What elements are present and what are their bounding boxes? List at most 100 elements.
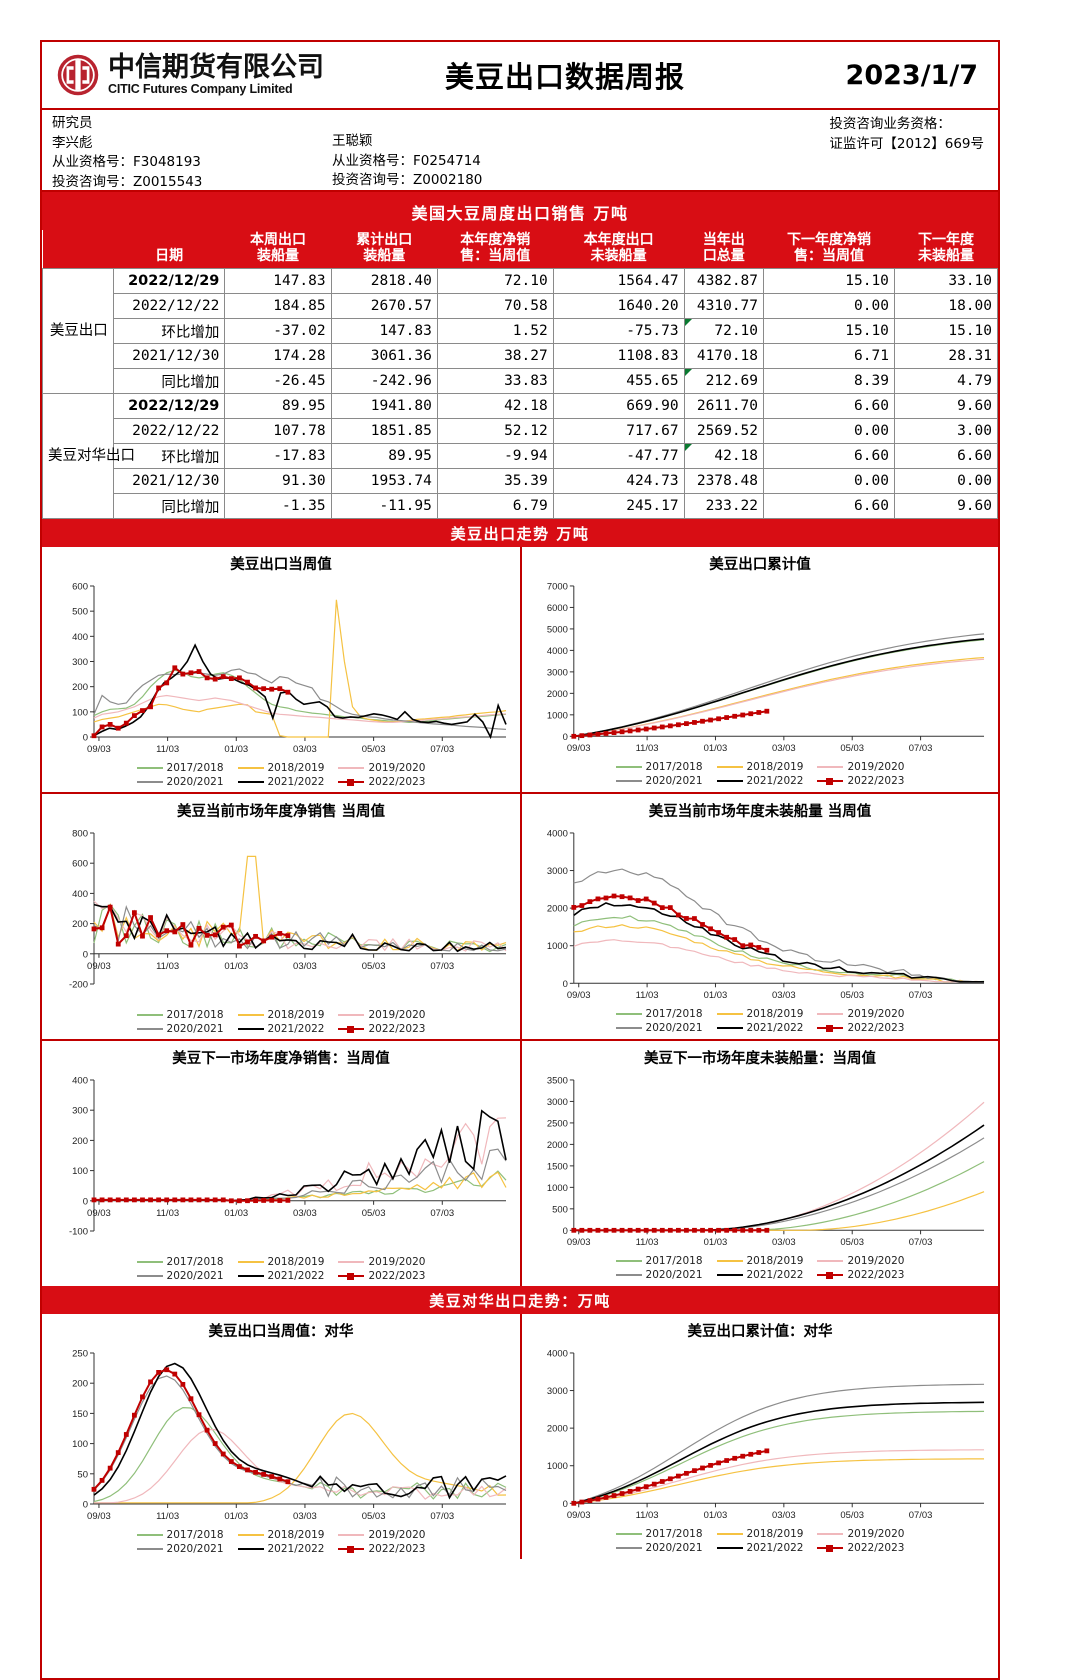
table-cell: 0.00 <box>893 468 999 495</box>
legend-label: 2017/2018 <box>645 1008 703 1021</box>
svg-text:01/03: 01/03 <box>704 1510 728 1521</box>
legend-label: 2020/2021 <box>166 1270 224 1283</box>
marker-point <box>148 1197 153 1203</box>
marker-point <box>571 1501 577 1506</box>
table-cell: -11.95 <box>330 493 438 520</box>
legend-label: 2020/2021 <box>645 1022 703 1035</box>
marker-point <box>164 928 170 934</box>
legend-item-2017-2018: 2017/2018 <box>615 1008 703 1021</box>
svg-text:03/03: 03/03 <box>293 1208 317 1219</box>
marker-point <box>740 1228 746 1233</box>
legend-item-2020-2021: 2020/2021 <box>615 1269 703 1281</box>
table-cell: 42.18 <box>683 443 765 470</box>
marker-point <box>684 916 689 922</box>
svg-text:11/03: 11/03 <box>636 990 659 1001</box>
chart-netsales-weekly: -200 0 200 400 600 800 09/03 11/03 01/03 03/03 05/… <box>69 829 507 991</box>
series-2018-2019 <box>93 599 507 738</box>
legend-swatch-icon <box>136 1014 163 1017</box>
marker-point <box>212 1441 218 1447</box>
svg-text:500: 500 <box>552 1205 568 1216</box>
marker-point <box>700 719 705 724</box>
marker-point <box>619 729 625 735</box>
researcher-2-consult: 投资咨询号：Z0002180 <box>332 172 483 189</box>
svg-text:05/03: 05/03 <box>362 744 386 755</box>
marker-point <box>571 734 577 739</box>
table-cell: 6.60 <box>763 443 895 470</box>
marker-point <box>204 933 210 938</box>
marker-point <box>684 1228 689 1233</box>
series-2018-2019 <box>573 924 985 983</box>
table-cell: 9.60 <box>893 493 999 520</box>
section-title-china-trend: 美豆对华出口走势：万吨 <box>42 1286 998 1315</box>
table-cell: 15.10 <box>763 268 895 295</box>
marker-point <box>156 1370 162 1375</box>
legend-swatch-icon <box>615 1274 642 1277</box>
svg-text:03/03: 03/03 <box>293 961 317 972</box>
marker-point <box>156 932 162 938</box>
svg-text:09/03: 09/03 <box>567 743 591 754</box>
table-cell: 1.52 <box>436 318 554 345</box>
table-row-label: 同比增加 <box>112 493 226 520</box>
legend-label: 2022/2023 <box>847 1269 905 1282</box>
legend-label: 2021/2022 <box>267 1543 325 1556</box>
marker-point <box>708 717 713 723</box>
legend-item-2022-2023: 2022/2023 <box>817 1542 904 1554</box>
series-2019-2020 <box>573 939 985 983</box>
marker-point <box>140 1197 145 1203</box>
table-cell: 89.95 <box>224 393 332 420</box>
table-row: 2021/12/30 91.30 1953.74 35.39 424.73 2378.48… <box>43 468 999 495</box>
table-cell: 38.27 <box>436 343 554 370</box>
marker-point <box>692 720 697 726</box>
chart-cell: 美豆下一市场年度净销售：当周值 -100 0 100 200 300 400 09/03 11/… <box>42 1041 520 1286</box>
marker-point <box>123 933 129 939</box>
legend-swatch-icon <box>817 1013 844 1016</box>
table-cell: 2818.40 <box>330 268 438 295</box>
table-cell: 89.95 <box>330 443 438 470</box>
series-2022-2023 <box>93 1368 289 1491</box>
marker-point <box>692 1228 697 1233</box>
table-col-header-4: 本年度出口 未装船量 <box>553 230 685 269</box>
legend-label: 2017/2018 <box>166 762 224 775</box>
chart-export-cumulative: 0 1000 2000 3000 4000 5000 6000 7000 09/03 11/03 0… <box>547 582 985 754</box>
series-2018-2019 <box>573 1458 985 1505</box>
marker-point <box>611 1493 617 1499</box>
marker-point <box>716 1460 721 1466</box>
legend-swatch-icon <box>136 767 163 770</box>
marker-point <box>659 724 665 730</box>
marker-point <box>716 930 721 936</box>
legend-label: 2018/2019 <box>267 762 325 775</box>
legend-item-2020-2021: 2020/2021 <box>615 1542 703 1554</box>
legend-label: 2021/2022 <box>746 1022 804 1035</box>
series-2021-2022 <box>573 902 985 983</box>
marker-point <box>123 1197 129 1203</box>
marker-point <box>659 1479 665 1485</box>
legend-item-2022-2023: 2022/2023 <box>338 1023 425 1035</box>
marker-point <box>164 680 170 686</box>
legend-label: 2018/2019 <box>267 1256 325 1269</box>
legend-label: 2017/2018 <box>166 1529 224 1542</box>
legend-label: 2022/2023 <box>847 1022 905 1035</box>
svg-text:01/03: 01/03 <box>704 1237 728 1248</box>
marker-point <box>228 676 234 682</box>
table-row: 同比增加 -26.45 -242.96 33.83 455.65 212.69 8.39 4.… <box>43 368 999 395</box>
chart-legend: 2017/2018 2018/2019 2019/2020 2020/2021 2021… <box>46 1529 516 1555</box>
marker-point <box>123 720 129 726</box>
series-2021-2022 <box>93 1362 507 1500</box>
marker-point <box>131 713 137 719</box>
charts-export-trend: 美豆出口当周值 0 100 200 300 400 500 600 09/03 11/03 01/0… <box>42 547 998 1287</box>
marker-point <box>131 1412 137 1418</box>
marker-point <box>99 1197 105 1203</box>
marker-point <box>603 731 609 737</box>
svg-text:400: 400 <box>72 1076 88 1087</box>
legend-item-2021-2022: 2021/2022 <box>716 1269 803 1281</box>
marker-point <box>277 1476 283 1482</box>
marker-point <box>261 1472 267 1477</box>
legend-item-2017-2018: 2017/2018 <box>136 1256 224 1268</box>
svg-text:6000: 6000 <box>547 603 568 614</box>
chart-title: 美豆下一市场年度净销售：当周值 <box>172 1051 390 1068</box>
marker-point <box>740 943 746 949</box>
marker-point <box>724 715 730 721</box>
legend-label: 2021/2022 <box>267 1270 325 1283</box>
svg-text:100: 100 <box>72 708 88 719</box>
table-cell: 72.10 <box>683 318 765 345</box>
